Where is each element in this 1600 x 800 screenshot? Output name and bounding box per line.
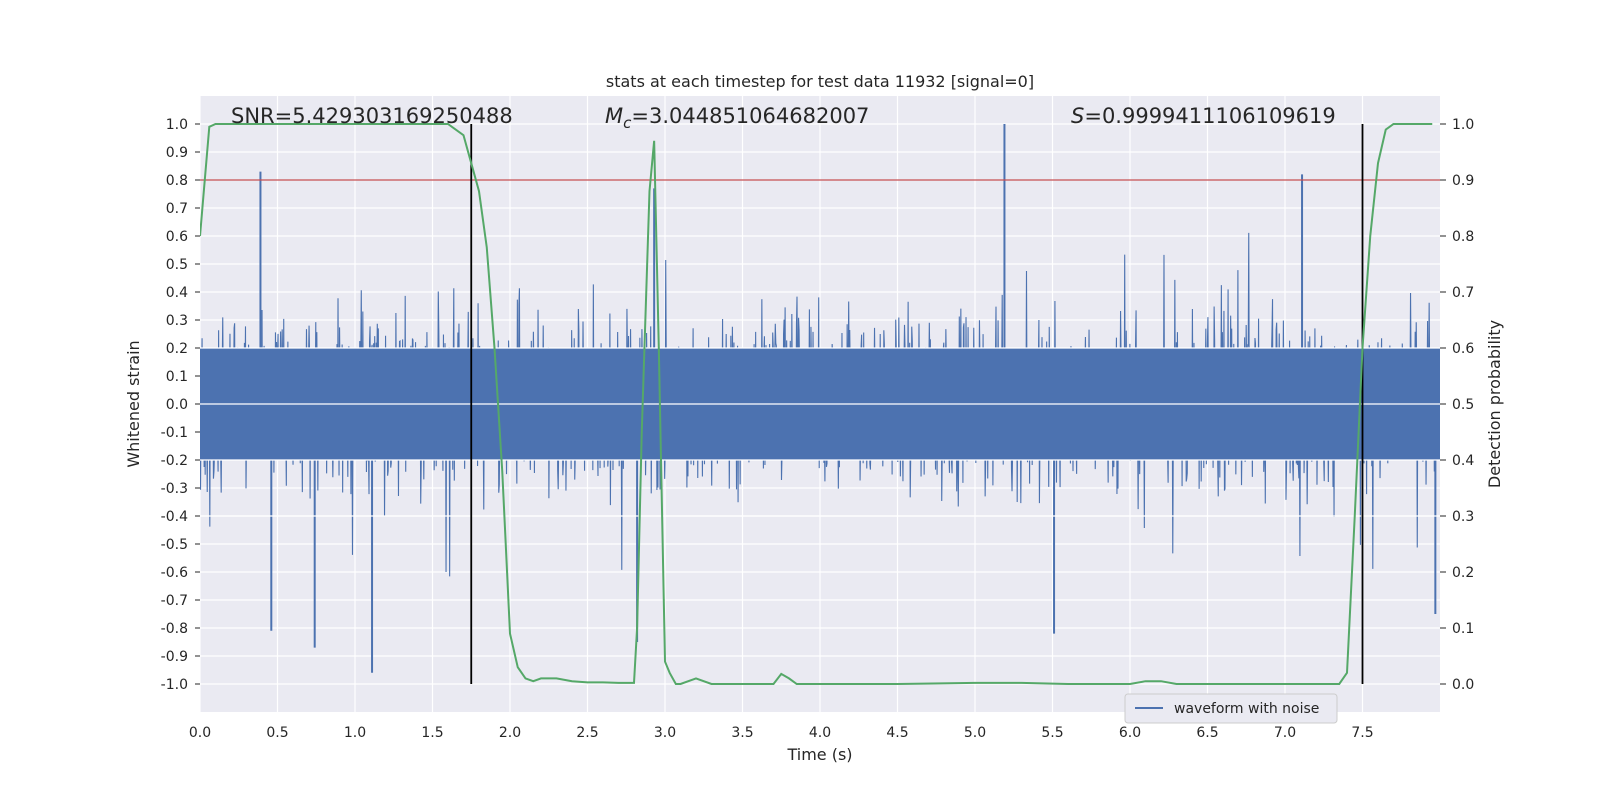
legend-box xyxy=(1124,693,1338,724)
y-tick-labels: 1.0 0.9 0.8 0.7 0.6 0.5 0.4 0.3 0.2 0.1 0.0 -0.1 -0.… xyxy=(161,117,200,693)
y-tick-label: -0.5 xyxy=(161,537,188,553)
y-tick-label: -1.0 xyxy=(161,677,188,693)
x-tick-label: 7.5 xyxy=(1351,725,1373,741)
y-tick-label: -0.8 xyxy=(161,621,188,637)
y-tick-label: -0.7 xyxy=(161,593,188,609)
chirp-mass-subscript: c xyxy=(623,114,632,132)
y2-tick-label: 0.6 xyxy=(1452,341,1474,357)
y2-tick-label: 0.0 xyxy=(1452,677,1474,693)
x-tick-label: 1.0 xyxy=(344,725,366,741)
x-tick-label: 2.5 xyxy=(576,725,598,741)
y-tick-label: 0.1 xyxy=(166,369,188,385)
x-tick-label: 4.0 xyxy=(809,725,831,741)
y2-tick-label: 0.7 xyxy=(1452,285,1474,301)
y2-tick-label: 0.3 xyxy=(1452,509,1474,525)
y-tick-label: -0.4 xyxy=(161,509,188,525)
vertical-marker-lines xyxy=(470,124,1364,684)
significance-annotation: S=0.9999411106109619 xyxy=(1071,104,1336,128)
y2-tick-label: 0.1 xyxy=(1452,621,1474,637)
chirp-mass-symbol: M xyxy=(605,104,623,128)
y-tick-label: -0.6 xyxy=(161,565,188,581)
grid-overlay-lines xyxy=(200,347,1440,517)
x-tick-labels: 0.0 0.5 1.0 1.5 2.0 2.5 3.0 3.5 4.0 4.5 5.0 5.5 6.0 6… xyxy=(189,725,1374,741)
y-tick-label: 0.7 xyxy=(166,201,188,217)
y-tick-label: 0.5 xyxy=(166,257,188,273)
y-tick-label: 0.9 xyxy=(166,145,188,161)
x-tick-label: 7.0 xyxy=(1274,725,1296,741)
x-tick-label: 0.5 xyxy=(266,725,288,741)
x-tick-label: 3.0 xyxy=(654,725,676,741)
y-axis-label: Whitened strain xyxy=(124,340,143,467)
legend: waveform with noise xyxy=(1124,693,1338,724)
snr-annotation: SNR=5.429303169250488 xyxy=(231,104,513,128)
y-tick-label: -0.3 xyxy=(161,481,188,497)
x-tick-label: 1.5 xyxy=(421,725,443,741)
legend-label-waveform: waveform with noise xyxy=(1174,701,1319,717)
x-tick-label: 0.0 xyxy=(189,725,211,741)
y-tick-label: 0.6 xyxy=(166,229,188,245)
significance-symbol: S xyxy=(1071,104,1084,128)
x-tick-label: 5.0 xyxy=(964,725,986,741)
y-tick-label: -0.1 xyxy=(161,425,188,441)
y2-tick-label: 1.0 xyxy=(1452,117,1474,133)
y2-tick-label: 0.4 xyxy=(1452,453,1474,469)
y2-tick-labels: 1.0 0.9 0.8 0.7 0.6 0.5 0.4 0.3 0.2 0.1 0.0 xyxy=(1440,117,1474,693)
y-tick-label: 0.4 xyxy=(166,285,188,301)
detection-probability-line xyxy=(200,123,1433,685)
y2-axis-label: Detection probability xyxy=(1485,320,1504,488)
y2-tick-label: 0.5 xyxy=(1452,397,1474,413)
y-tick-label: -0.9 xyxy=(161,649,188,665)
y-tick-label: 1.0 xyxy=(166,117,188,133)
y2-tick-label: 0.2 xyxy=(1452,565,1474,581)
y-tick-label: 0.8 xyxy=(166,173,188,189)
y2-tick-label: 0.9 xyxy=(1452,173,1474,189)
y-tick-label: 0.2 xyxy=(166,341,188,357)
x-tick-label: 3.5 xyxy=(731,725,753,741)
y2-tick-label: 0.8 xyxy=(1452,229,1474,245)
x-tick-label: 4.5 xyxy=(886,725,908,741)
detection-probability-series xyxy=(200,123,1433,685)
x-tick-label: 2.0 xyxy=(499,725,521,741)
x-tick-label: 6.5 xyxy=(1196,725,1218,741)
x-tick-label: 6.0 xyxy=(1119,725,1141,741)
chart-title: stats at each timestep for test data 119… xyxy=(606,72,1034,91)
significance-value: =0.9999411106109619 xyxy=(1084,104,1335,128)
chirp-mass-annotation: Mc=3.044851064682007 xyxy=(605,104,869,132)
y-tick-label: 0.0 xyxy=(166,397,188,413)
chirp-mass-value: =3.044851064682007 xyxy=(631,104,869,128)
x-tick-label: 5.5 xyxy=(1041,725,1063,741)
x-axis-label: Time (s) xyxy=(786,745,852,764)
y-tick-label: 0.3 xyxy=(166,313,188,329)
y-tick-label: -0.2 xyxy=(161,453,188,469)
